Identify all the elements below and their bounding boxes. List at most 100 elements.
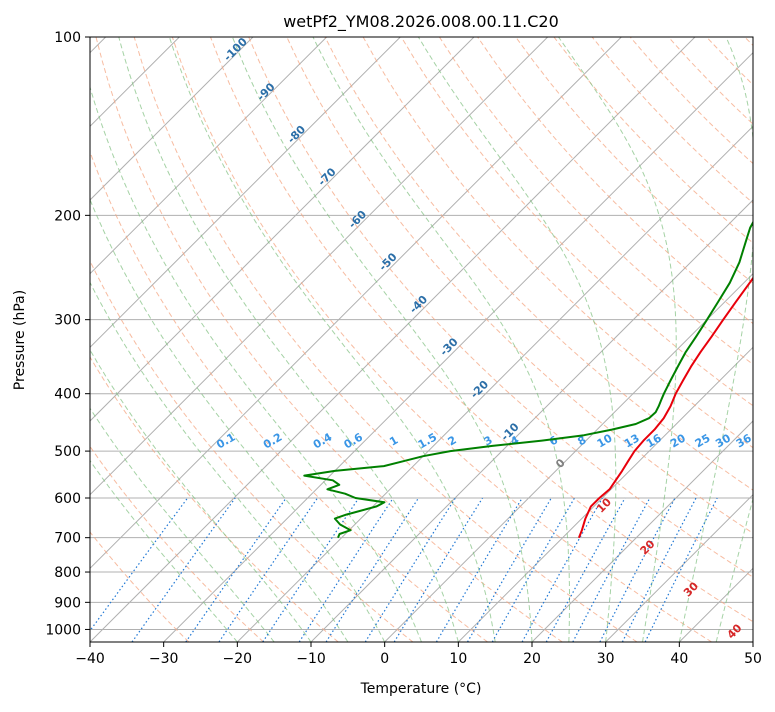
dry-adiabat-label: -100 (221, 35, 250, 64)
isotherm-line (90, 37, 695, 642)
x-tick-label: 40 (670, 651, 688, 667)
isotherm-line (164, 37, 769, 642)
mixing-ratio-line (263, 498, 359, 642)
isotherm-line (385, 37, 775, 642)
x-tick-label: 30 (597, 651, 615, 667)
x-tick-label: −10 (296, 651, 326, 667)
y-tick-label: 500 (54, 444, 81, 460)
isotherm-line (753, 37, 775, 642)
moist-adiabat-line (679, 37, 755, 642)
mixing-ratio-line (600, 498, 675, 642)
moist-adiabat-label: 0 (553, 456, 568, 471)
isotherm-line (0, 37, 474, 642)
dry-adiabat-line (592, 37, 775, 642)
dry-adiabat-label: -80 (285, 123, 308, 146)
mixing-ratio-line (468, 498, 552, 642)
x-axis-title: Temperature (°C) (360, 681, 482, 697)
dry-adiabat-label: -40 (407, 293, 430, 316)
isotherm-line (0, 37, 400, 642)
y-tick-label: 100 (54, 30, 81, 46)
mixing-ratio-label: 0.2 (261, 430, 284, 451)
dry-adiabat-label: -70 (315, 165, 338, 188)
sounding-series-line-1 (304, 37, 775, 538)
dry-adiabat-line (0, 37, 338, 642)
plot-frame (90, 37, 753, 642)
moist-adiabat-label: 40 (725, 621, 745, 641)
mixing-ratio-line (645, 498, 717, 642)
mixing-ratio-line (219, 498, 318, 642)
sounding-series-line-0 (579, 37, 775, 538)
mixing-ratio-line (622, 498, 696, 642)
moist-adiabat-line (0, 37, 237, 642)
dry-adiabat-line (0, 37, 264, 642)
mixing-ratio-line (326, 498, 418, 642)
mixing-ratio-label: 1.5 (416, 430, 439, 451)
x-tick-label: −20 (223, 651, 253, 667)
moist-adiabat-line (119, 37, 459, 642)
chart-title: wetPf2_YM08.2026.008.00.11.C20 (283, 12, 559, 32)
y-tick-label: 800 (54, 565, 81, 581)
x-tick-label: 10 (449, 651, 467, 667)
mixing-ratio-line (394, 498, 482, 642)
x-tick-label: 0 (380, 651, 389, 667)
dry-adiabat-line (20, 37, 413, 642)
moist-adiabat-line (716, 37, 775, 642)
mixing-ratio-label: 0.1 (214, 430, 237, 451)
y-tick-label: 400 (54, 387, 81, 403)
mixing-ratio-label: 16 (644, 431, 664, 450)
y-tick-label: 900 (54, 595, 81, 611)
isotherm-line (311, 37, 775, 642)
mixing-ratio-label: 30 (713, 431, 733, 450)
mixing-ratio-lines (82, 498, 717, 642)
y-tick-label: 200 (54, 208, 81, 224)
mixing-ratio-label: 0.4 (311, 430, 335, 451)
mixing-ratio-label: 0.6 (342, 430, 366, 451)
x-tick-label: −40 (75, 651, 105, 667)
dry-adiabat-line (134, 37, 637, 642)
moist-adiabat-line (0, 37, 311, 642)
dry-adiabat-line (554, 37, 775, 642)
y-axis-title: Pressure (hPa) (12, 290, 28, 390)
dry-adiabat-label: -90 (254, 80, 277, 103)
x-tick-label: 50 (744, 651, 762, 667)
dry-adiabat-label: -50 (376, 250, 399, 273)
isotherm-line (0, 37, 327, 642)
y-tick-label: 300 (54, 313, 81, 329)
x-tick-label: 20 (523, 651, 541, 667)
isotherm-gridlines (0, 37, 775, 642)
dry-adiabat-lines (0, 37, 775, 642)
moist-adiabat-lines (0, 37, 775, 642)
mixing-ratio-line (365, 498, 455, 642)
y-tick-label: 1000 (45, 622, 81, 638)
mixing-ratio-label: 1 (387, 433, 400, 448)
moist-adiabat-label: 20 (638, 537, 658, 557)
x-tick-label: −30 (149, 651, 179, 667)
dry-adiabat-line (172, 37, 711, 642)
dry-adiabat-label: -60 (346, 208, 369, 231)
dry-adiabat-line (363, 37, 775, 642)
dry-adiabat-line (0, 37, 189, 642)
mixing-ratio-label: 6 (547, 433, 560, 448)
moist-adiabat-line (559, 37, 677, 642)
dry-adiabat-label: -30 (437, 335, 460, 358)
mixing-ratio-line (82, 498, 188, 642)
moist-adiabat-line (77, 37, 421, 642)
dry-adiabat-line (668, 37, 775, 642)
dry-adiabat-label: -20 (468, 378, 491, 401)
mixing-ratio-label: 25 (693, 431, 713, 450)
y-tick-label: 600 (54, 491, 81, 507)
dry-adiabat-line (478, 37, 775, 642)
mixing-ratio-label: 36 (734, 431, 754, 450)
isotherm-line (16, 37, 621, 642)
isotherm-line (458, 37, 775, 642)
y-tick-label: 700 (54, 531, 81, 547)
mixing-ratio-label: 10 (595, 431, 615, 450)
isotherm-line (0, 37, 253, 642)
moist-adiabat-line (42, 37, 385, 642)
dry-adiabat-line (745, 37, 775, 642)
moist-adiabat-line (232, 37, 532, 642)
